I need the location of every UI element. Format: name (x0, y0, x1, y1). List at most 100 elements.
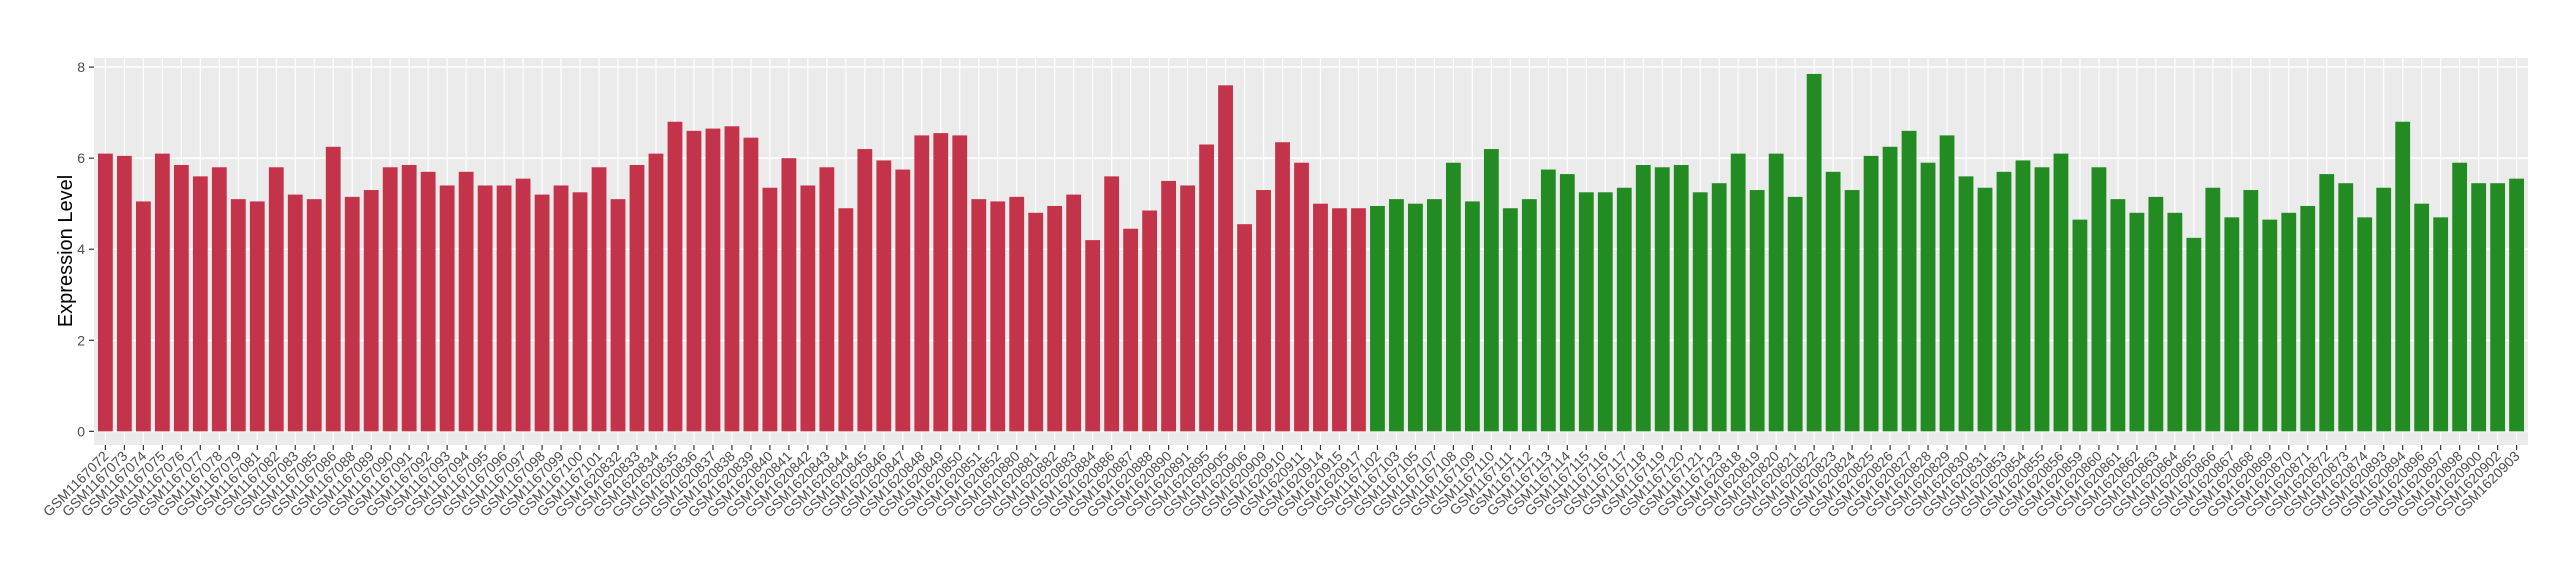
bar (249, 201, 265, 432)
bar (1066, 194, 1082, 432)
bar (1389, 199, 1404, 432)
bar (2509, 178, 2525, 432)
bar (1996, 171, 2012, 432)
bar (211, 167, 227, 432)
bar (1844, 190, 1860, 432)
bar (1275, 142, 1290, 432)
bar (458, 171, 474, 432)
bar (1749, 190, 1765, 432)
y-axis-label: Expression Level (55, 175, 77, 327)
bar (648, 153, 664, 432)
bar (819, 167, 835, 432)
bar (705, 128, 721, 432)
bar (1787, 196, 1803, 432)
bar (895, 169, 911, 432)
bar (363, 190, 379, 432)
bar (1313, 203, 1328, 432)
bar (629, 164, 645, 432)
bar (2471, 183, 2487, 432)
bar (1218, 85, 1233, 432)
y-tick-label: 4 (77, 241, 85, 257)
bar (2053, 153, 2069, 432)
bar (1085, 240, 1101, 432)
bar (781, 158, 797, 432)
bar (2300, 205, 2316, 432)
bar (686, 130, 702, 432)
bar (933, 133, 949, 432)
y-tick-label: 2 (77, 332, 85, 348)
bar (1028, 212, 1044, 432)
bar (325, 146, 341, 432)
bar (2110, 199, 2126, 432)
bar (2319, 174, 2335, 432)
bar (477, 185, 493, 432)
bar (401, 164, 417, 432)
bar (1142, 210, 1158, 432)
bar (287, 194, 303, 432)
bar (610, 199, 626, 432)
bar (2243, 190, 2259, 432)
bar (2414, 203, 2430, 432)
bar (800, 185, 816, 432)
bar (2338, 183, 2354, 432)
y-tick-label: 0 (77, 423, 85, 439)
bar (1256, 190, 1271, 432)
bar (344, 196, 360, 432)
bar (1939, 135, 1955, 432)
bar (2148, 196, 2164, 432)
bar (2072, 219, 2088, 432)
bar (306, 199, 322, 432)
bar (1958, 176, 1974, 432)
bar (420, 171, 436, 432)
bar (1578, 192, 1594, 432)
bar (724, 126, 740, 432)
bar (553, 185, 569, 432)
bar (2205, 187, 2221, 432)
bar (268, 167, 284, 432)
bar (116, 155, 132, 432)
bar (914, 135, 930, 432)
bar (2167, 212, 2183, 432)
bar (515, 178, 531, 432)
bar (838, 208, 854, 432)
bar (1597, 192, 1613, 432)
bar (2034, 167, 2050, 432)
bar (1768, 153, 1784, 432)
bar (1237, 224, 1252, 432)
bar (2091, 167, 2107, 432)
bar (1825, 171, 1841, 432)
bar (1654, 167, 1670, 432)
y-tick-label: 6 (77, 150, 85, 166)
bar (1009, 196, 1025, 432)
bar (990, 201, 1006, 432)
bar (1711, 183, 1727, 432)
bar (2262, 219, 2278, 432)
bar (952, 135, 968, 432)
bar (1180, 185, 1195, 432)
bar (1806, 73, 1822, 432)
bar (1332, 208, 1347, 432)
bar (1882, 146, 1898, 432)
bar (135, 201, 151, 432)
bar (1692, 192, 1708, 432)
bar (1502, 208, 1518, 432)
bar (1483, 149, 1499, 432)
bar (1445, 162, 1461, 432)
bar (572, 192, 588, 432)
bar (743, 137, 759, 432)
bar (439, 185, 455, 432)
bar (154, 153, 170, 432)
bar (496, 185, 512, 432)
bar (2357, 217, 2373, 432)
bar (1351, 208, 1366, 432)
bar (876, 160, 892, 432)
bar (2015, 160, 2031, 432)
bar (2452, 162, 2468, 432)
bar (1521, 199, 1537, 432)
bar (1047, 205, 1063, 432)
bar (97, 153, 113, 432)
bar (1123, 228, 1139, 432)
bar (192, 176, 208, 432)
bar (173, 164, 189, 432)
